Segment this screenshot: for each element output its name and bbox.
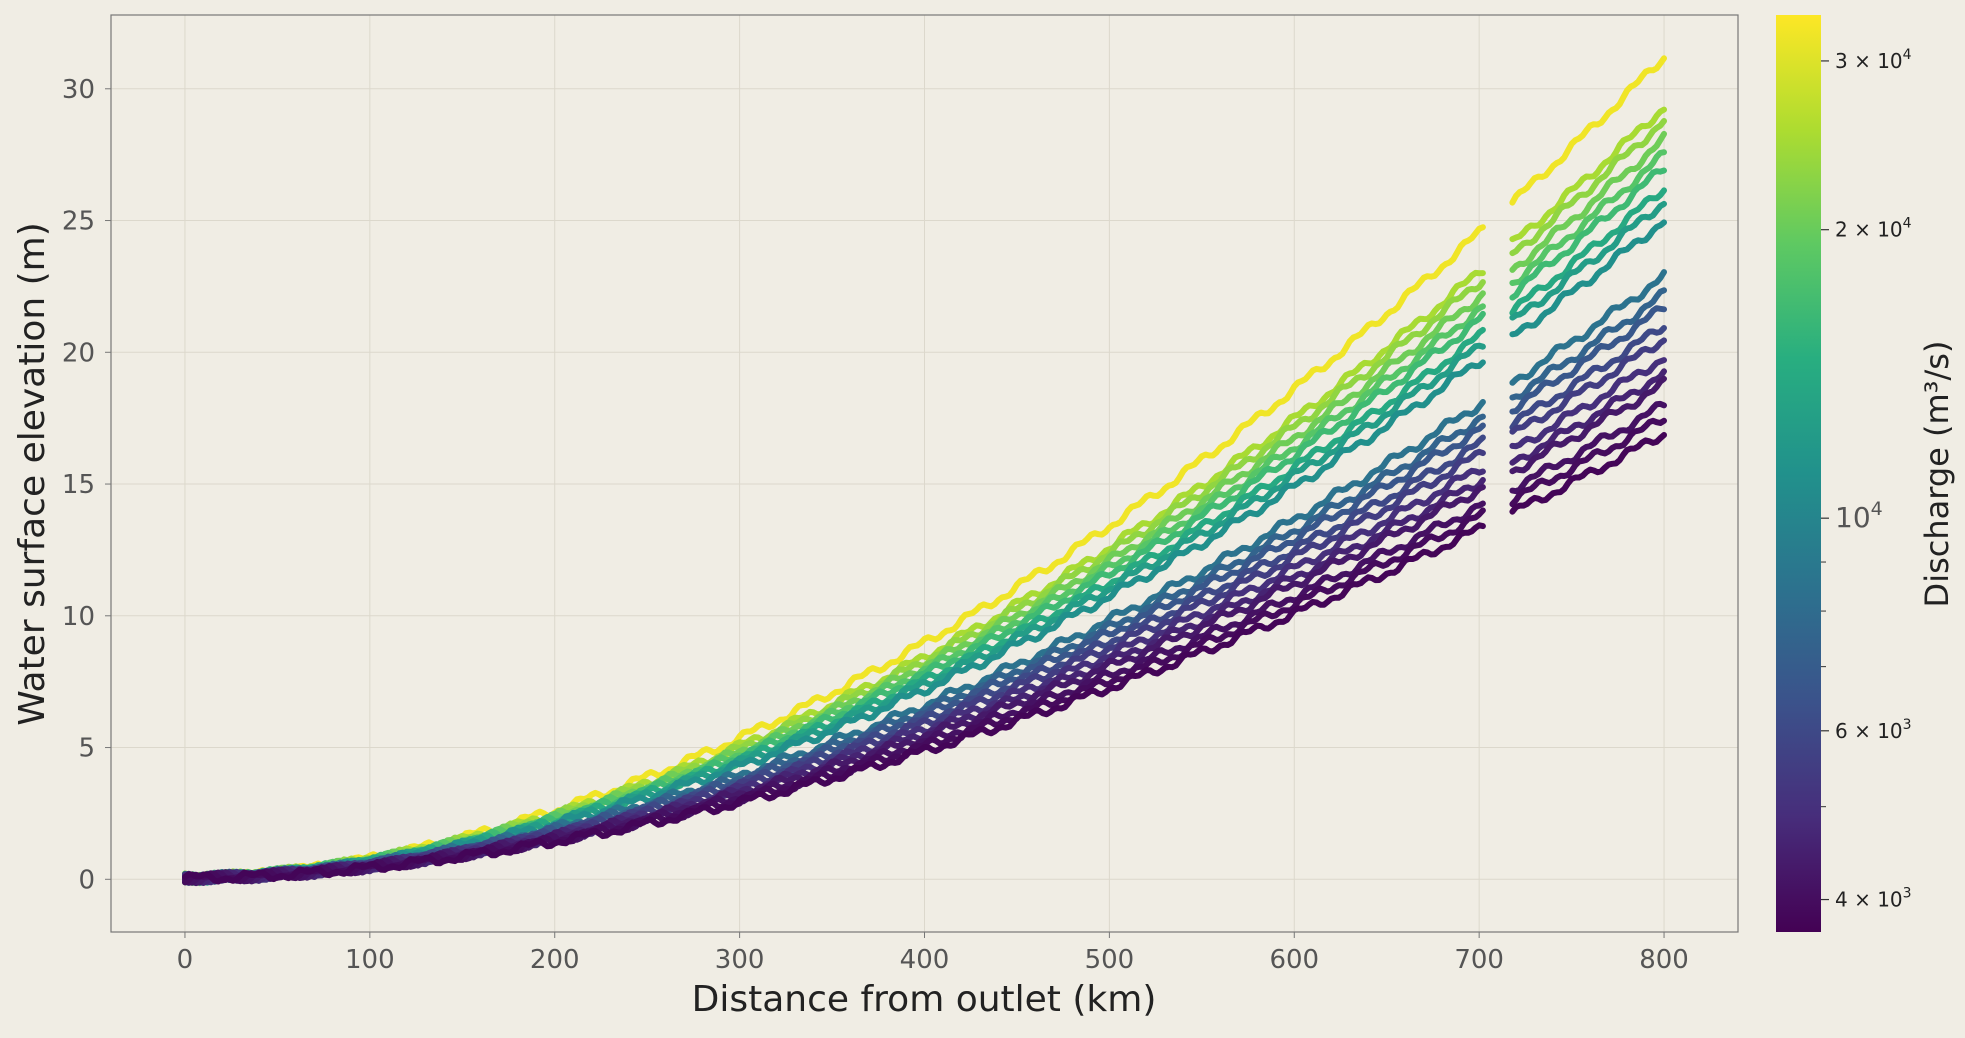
colorbar-tick-label: 3 × 104	[1835, 47, 1912, 73]
y-tick-label: 5	[78, 734, 95, 764]
x-tick-label: 800	[1639, 945, 1689, 975]
x-tick-label: 600	[1269, 945, 1319, 975]
colorbar-tick-label: 4 × 103	[1835, 886, 1912, 912]
x-tick-label: 700	[1454, 945, 1504, 975]
x-tick-label: 400	[900, 945, 950, 975]
x-axis-ticks: 0 100 200 300 400 500 600 700 800	[177, 932, 1689, 975]
profile-series	[182, 432, 1667, 885]
y-axis-ticks: 0 5 10 15 20 25 30	[62, 75, 111, 895]
x-tick-label: 0	[177, 945, 194, 975]
colorbar-tick-label: 104	[1835, 498, 1883, 534]
profile-series	[182, 219, 1667, 886]
y-tick-label: 30	[62, 75, 95, 105]
colorbar-tick-label: 6 × 103	[1835, 717, 1912, 743]
y-tick-label: 15	[62, 470, 95, 500]
colorbar-tick-label: 2 × 104	[1835, 216, 1912, 242]
colorbar-ticks: 4 × 103 6 × 103 104 2 × 104 3 × 104	[1821, 47, 1912, 912]
colorbar-label: Discharge (m³/s)	[1918, 341, 1956, 608]
y-tick-label: 10	[62, 602, 95, 632]
x-tick-label: 500	[1085, 945, 1135, 975]
series-layer	[182, 55, 1667, 887]
y-axis-label: Water surface elevation (m)	[12, 222, 53, 726]
y-tick-label: 0	[78, 865, 95, 895]
colorbar	[1776, 15, 1821, 932]
x-tick-label: 300	[715, 945, 765, 975]
x-tick-label: 100	[345, 945, 395, 975]
y-tick-label: 25	[62, 207, 95, 237]
x-axis-label: Distance from outlet (km)	[692, 979, 1157, 1020]
y-tick-label: 20	[62, 338, 95, 368]
x-tick-label: 200	[530, 945, 580, 975]
